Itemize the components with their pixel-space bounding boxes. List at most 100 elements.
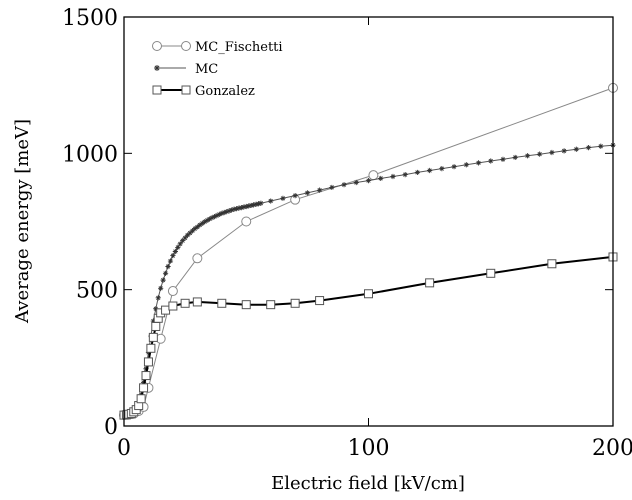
data-point-mc	[206, 216, 213, 222]
legend: MC_Fischetti MC Gonzalez	[152, 40, 283, 99]
data-point-mc	[329, 184, 335, 191]
series-mc	[121, 142, 616, 418]
data-point-mc	[192, 225, 198, 232]
data-point-mc	[189, 228, 196, 234]
data-point-gonzalez	[241, 300, 251, 310]
data-point-mc	[402, 172, 408, 178]
data-point-mc	[353, 179, 359, 186]
data-point-mc	[341, 182, 347, 188]
data-point-mc	[378, 175, 384, 182]
series-gonzalez	[119, 252, 618, 420]
legend-marker-star-icon	[154, 65, 160, 71]
data-point-mc-fischetti	[192, 253, 203, 264]
data-point-mc	[250, 202, 257, 208]
data-point-mc	[427, 167, 433, 174]
data-point-mc	[153, 306, 159, 312]
data-point-mc	[175, 244, 181, 251]
y-tick-label: 500	[76, 279, 118, 304]
data-point-mc	[224, 209, 230, 215]
data-point-mc	[211, 213, 218, 220]
plot-frame	[123, 16, 614, 427]
data-point-mc	[573, 146, 579, 152]
data-point-gonzalez	[139, 383, 149, 393]
data-point-mc	[268, 198, 274, 204]
y-axis-label: Average energy [meV]	[12, 119, 33, 324]
data-point-mc	[236, 205, 242, 211]
legend-item-gonzalez: Gonzalez	[152, 84, 255, 99]
data-point-mc	[537, 151, 543, 157]
data-point-mc	[248, 202, 254, 209]
data-point-gonzalez	[143, 357, 153, 367]
data-point-mc	[214, 212, 220, 219]
ticks-layer: 0 100 200 0 500 1000 1500	[62, 6, 632, 461]
x-tick-label: 0	[117, 436, 131, 461]
y-tick-label: 1500	[62, 6, 118, 31]
y-tick-label: 1000	[62, 142, 118, 167]
data-point-mc	[204, 217, 210, 224]
legend-marker-square-icon	[181, 85, 191, 95]
x-tick-label: 100	[348, 436, 390, 461]
data-point-gonzalez	[136, 394, 146, 404]
data-point-mc	[162, 270, 169, 276]
data-point-mc	[365, 178, 372, 184]
data-point-mc	[561, 148, 567, 154]
series-line-mc-fischetti	[123, 87, 614, 416]
data-point-mc-fischetti	[167, 286, 178, 297]
legend-item-mc: MC	[154, 62, 218, 77]
data-point-mc	[221, 209, 227, 216]
data-point-gonzalez	[547, 259, 557, 269]
data-point-gonzalez	[486, 268, 496, 278]
data-point-mc	[488, 158, 494, 164]
data-point-mc	[187, 230, 193, 236]
legend-label-gonzalez: Gonzalez	[195, 84, 255, 99]
data-point-gonzalez	[161, 305, 171, 315]
data-point-mc	[243, 203, 249, 210]
data-point-mc	[167, 258, 174, 264]
legend-label-mc-fischetti: MC_Fischetti	[195, 40, 283, 55]
data-point-mc	[524, 153, 531, 159]
data-point-mc	[439, 166, 445, 172]
data-point-mc	[194, 224, 200, 230]
data-point-mc	[184, 232, 191, 238]
data-point-mc-fischetti	[368, 170, 379, 181]
data-point-mc	[451, 164, 457, 170]
legend-item-mc-fischetti: MC_Fischetti	[152, 40, 283, 55]
data-point-mc	[280, 195, 286, 201]
series-line-mc	[123, 144, 614, 416]
data-point-mc	[216, 211, 222, 218]
x-tick-label: 200	[592, 436, 632, 461]
data-point-gonzalez	[168, 301, 178, 311]
data-point-mc	[475, 160, 482, 166]
legend-marker-circle-icon	[181, 41, 191, 51]
data-point-mc	[170, 252, 176, 259]
data-point-gonzalez	[266, 300, 276, 310]
data-point-gonzalez	[180, 298, 190, 308]
data-point-mc	[219, 210, 225, 216]
data-point-mc	[585, 145, 592, 151]
data-point-mc	[177, 241, 183, 247]
data-point-mc	[463, 162, 469, 168]
legend-marker-circle-icon	[152, 41, 162, 51]
data-point-mc	[182, 235, 188, 241]
data-point-mc	[226, 208, 232, 214]
data-point-mc	[255, 201, 262, 207]
data-point-mc	[231, 206, 237, 212]
data-point-mc	[253, 201, 259, 207]
data-point-gonzalez	[364, 289, 373, 299]
data-point-mc	[246, 203, 252, 209]
data-point-gonzalez	[151, 321, 161, 331]
data-point-gonzalez	[192, 297, 202, 307]
data-point-mc	[598, 143, 604, 149]
data-point-mc	[158, 285, 164, 291]
data-point-mc	[233, 206, 240, 212]
data-point-mc	[209, 215, 215, 221]
data-point-mc	[317, 187, 323, 193]
data-point-mc	[197, 222, 203, 228]
x-axis-label: Electric field [kV/cm]	[271, 473, 465, 494]
legend-marker-square-icon	[152, 85, 162, 95]
data-point-gonzalez	[148, 332, 158, 342]
data-point-mc	[292, 192, 298, 199]
data-point-mc	[549, 149, 555, 156]
data-point-mc	[202, 219, 208, 225]
